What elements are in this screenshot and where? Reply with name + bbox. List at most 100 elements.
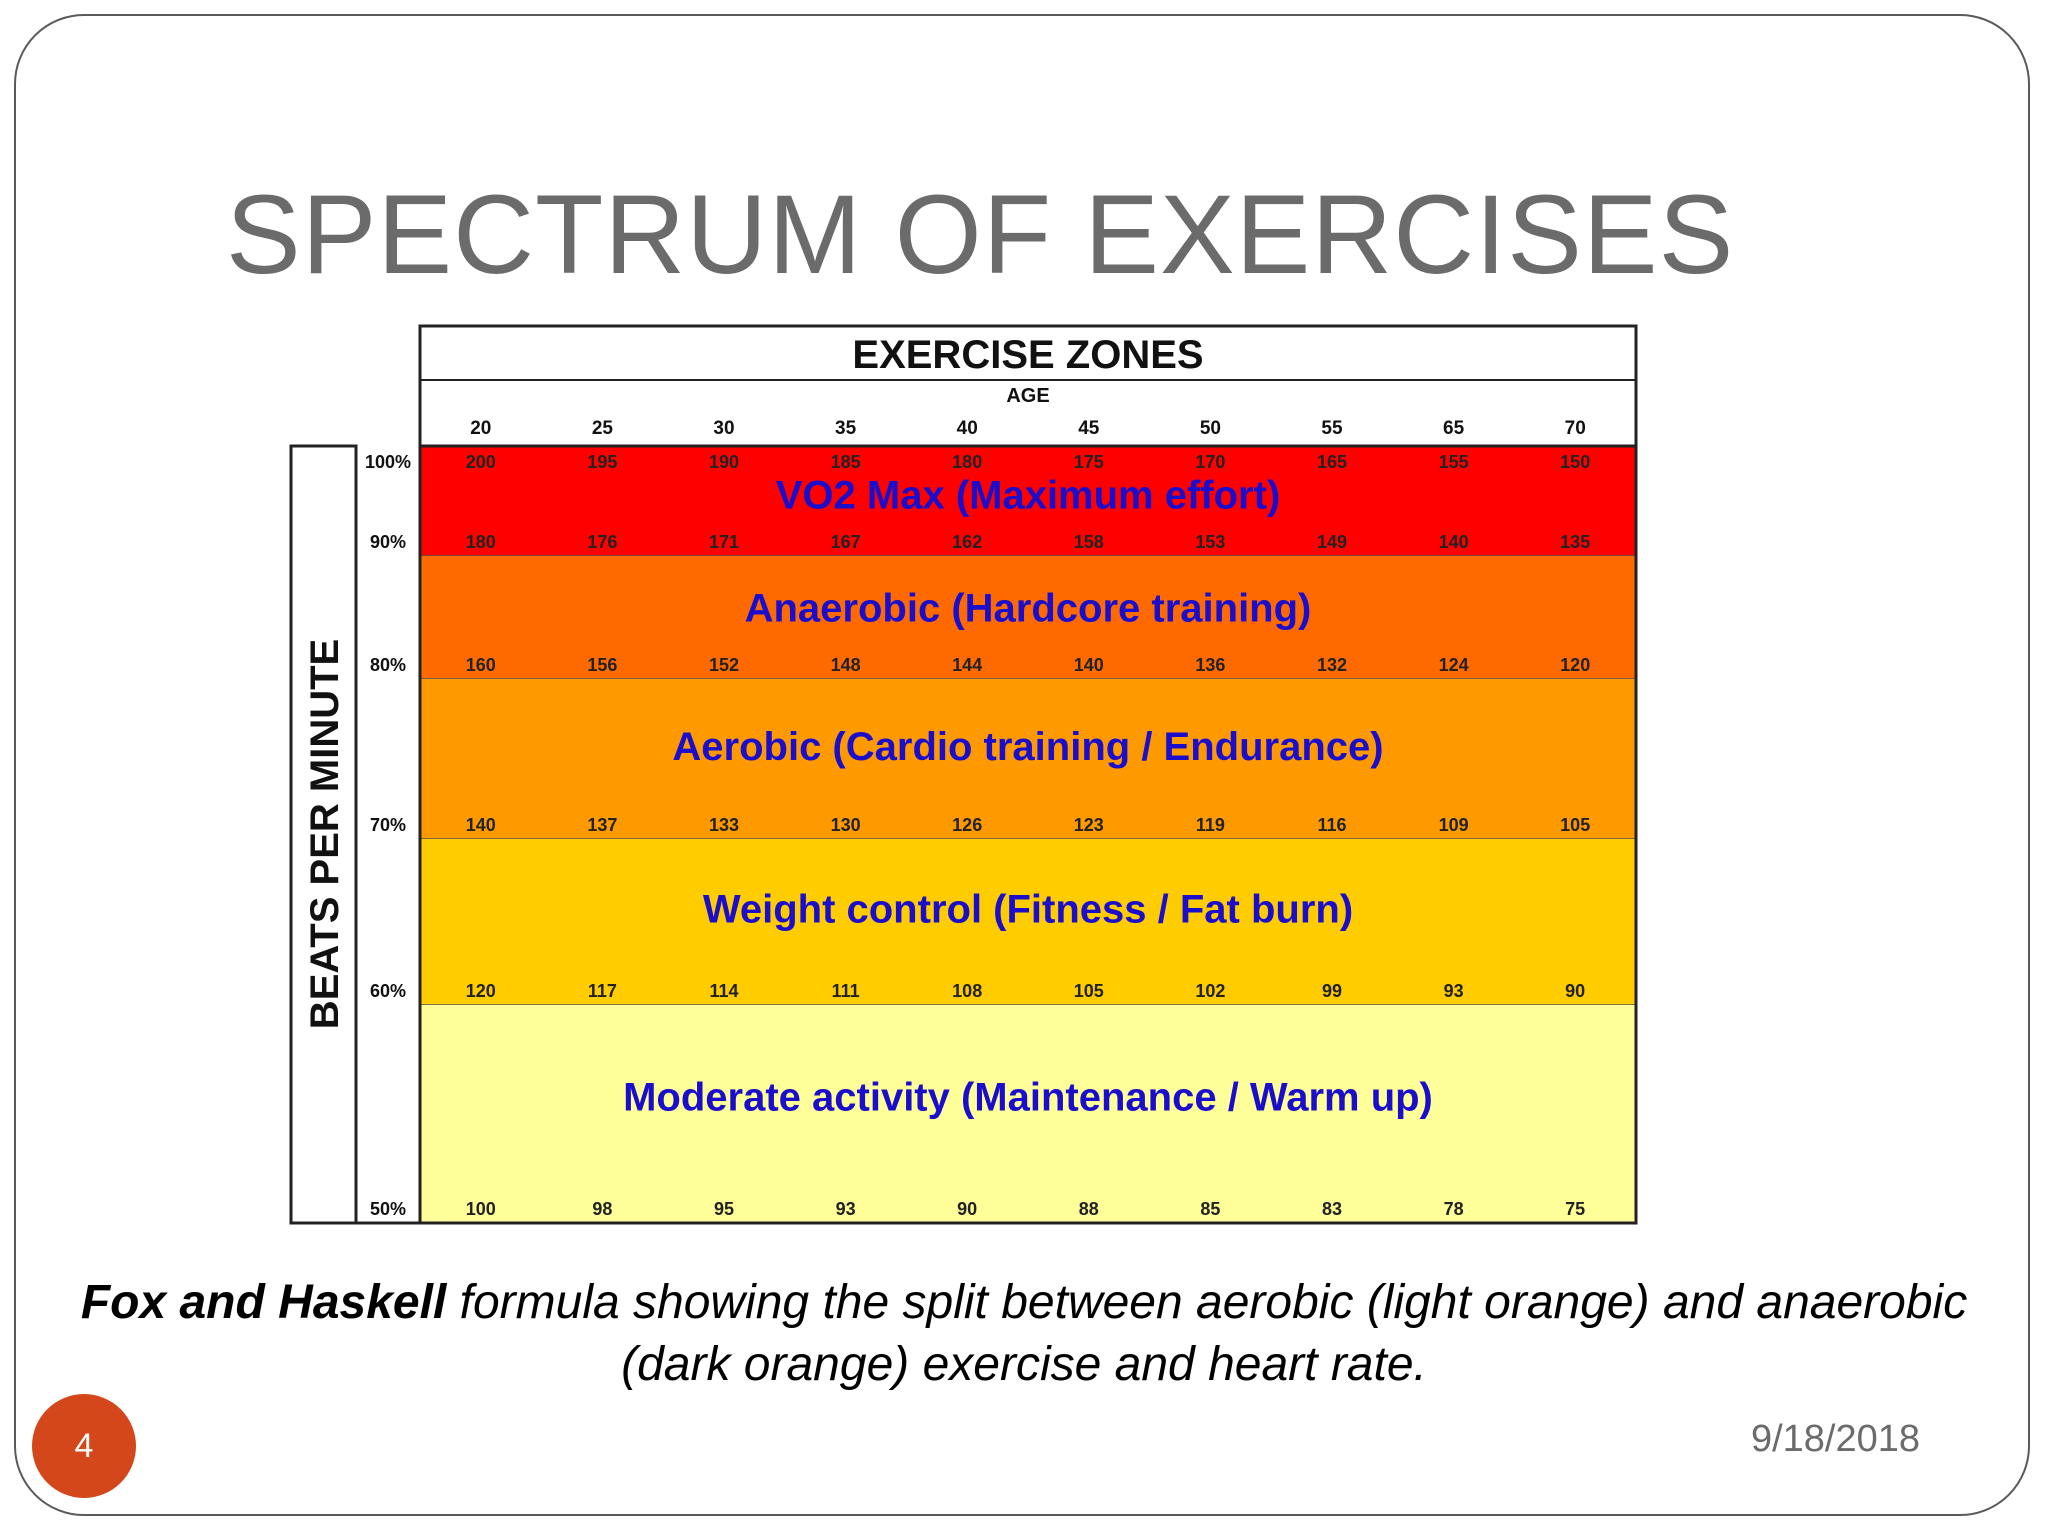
bpm-value: 95 <box>714 1199 734 1219</box>
bpm-value: 133 <box>709 815 739 835</box>
bpm-value: 190 <box>709 452 739 472</box>
bpm-value: 83 <box>1322 1199 1342 1219</box>
slide-number: 4 <box>74 1426 94 1465</box>
percent-tick-label: 60% <box>370 981 406 1001</box>
bpm-value: 180 <box>952 452 982 472</box>
zone-band <box>420 679 1636 839</box>
age-tick-label: 20 <box>470 418 491 439</box>
bpm-value: 123 <box>1074 815 1104 835</box>
bpm-value: 195 <box>587 452 617 472</box>
bpm-value: 135 <box>1560 532 1590 552</box>
bpm-value: 108 <box>952 981 982 1001</box>
zone-label: Aerobic (Cardio training / Endurance) <box>672 725 1383 769</box>
bpm-value: 78 <box>1444 1199 1464 1219</box>
bpm-value: 148 <box>831 655 861 675</box>
zone-band <box>420 446 1636 556</box>
percent-tick-label: 100% <box>365 452 411 472</box>
bpm-value: 114 <box>709 981 738 1001</box>
bpm-value: 140 <box>1439 532 1469 552</box>
zone-band <box>420 556 1636 679</box>
zone-label: Anaerobic (Hardcore training) <box>745 587 1312 631</box>
bpm-value: 175 <box>1074 452 1104 472</box>
bpm-value: 111 <box>832 981 860 1001</box>
x-axis-label: AGE <box>1006 385 1049 407</box>
bpm-value: 158 <box>1074 532 1104 552</box>
bpm-value: 105 <box>1074 981 1104 1001</box>
percent-tick-label: 90% <box>370 532 406 552</box>
bpm-value: 162 <box>952 532 982 552</box>
percent-tick-label: 80% <box>370 655 406 675</box>
bpm-value: 93 <box>836 1199 856 1219</box>
age-tick-label: 35 <box>835 418 857 439</box>
bpm-value: 136 <box>1195 655 1225 675</box>
bpm-value: 120 <box>466 981 496 1001</box>
bpm-value: 126 <box>952 815 982 835</box>
zone-label: VO2 Max (Maximum effort) <box>776 473 1281 517</box>
percent-tick-label: 70% <box>370 815 406 835</box>
zone-label: Weight control (Fitness / Fat burn) <box>703 888 1353 932</box>
title-box <box>418 324 1638 448</box>
bpm-value: 90 <box>957 1199 977 1219</box>
bpm-value: 132 <box>1317 655 1347 675</box>
bpm-value: 105 <box>1560 815 1590 835</box>
age-tick-label: 25 <box>592 418 614 439</box>
bpm-value: 176 <box>587 532 617 552</box>
age-tick-label: 65 <box>1443 418 1465 439</box>
age-tick-label: 70 <box>1565 418 1586 439</box>
bpm-value: 165 <box>1317 452 1347 472</box>
bpm-value: 167 <box>831 532 861 552</box>
age-tick-label: 30 <box>713 418 734 439</box>
bpm-value: 137 <box>587 815 617 835</box>
bpm-value: 116 <box>1317 815 1346 835</box>
caption-bold: Fox and Haskell <box>80 1276 447 1329</box>
bpm-value: 160 <box>466 655 496 675</box>
bpm-value: 124 <box>1439 655 1469 675</box>
slide-number-badge: 4 <box>32 1394 136 1498</box>
bpm-value: 152 <box>709 655 739 675</box>
chart-title: EXERCISE ZONES <box>852 333 1203 377</box>
zone-band <box>420 839 1636 1005</box>
bpm-value: 85 <box>1200 1199 1220 1219</box>
percent-tick-label: 50% <box>370 1199 406 1219</box>
bpm-value: 153 <box>1195 532 1225 552</box>
bpm-value: 185 <box>831 452 861 472</box>
chart-border <box>418 444 1638 1225</box>
ylabel-box <box>289 444 358 1225</box>
bpm-value: 200 <box>466 452 496 472</box>
bpm-value: 140 <box>1074 655 1104 675</box>
bpm-value: 171 <box>709 532 739 552</box>
bpm-value: 93 <box>1444 981 1464 1001</box>
caption: Fox and Haskell formula showing the spli… <box>40 1272 2008 1396</box>
y-axis-label: BEATS PER MINUTE <box>303 639 347 1029</box>
bpm-value: 75 <box>1565 1199 1585 1219</box>
slide-title: SPECTRUM OF EXERCISES <box>226 172 1735 297</box>
bpm-value: 102 <box>1195 981 1225 1001</box>
caption-text: formula showing the split between aerobi… <box>446 1276 1968 1391</box>
age-tick-label: 45 <box>1078 418 1100 439</box>
bpm-value: 155 <box>1439 452 1469 472</box>
zone-band <box>420 1005 1636 1223</box>
bpm-value: 130 <box>831 815 861 835</box>
bpm-value: 100 <box>466 1199 496 1219</box>
bpm-value: 149 <box>1317 532 1347 552</box>
age-tick-label: 50 <box>1200 418 1221 439</box>
bpm-value: 180 <box>466 532 496 552</box>
zone-label: Moderate activity (Maintenance / Warm up… <box>623 1076 1433 1120</box>
bpm-value: 150 <box>1560 452 1590 472</box>
bpm-value: 144 <box>952 655 982 675</box>
age-tick-label: 40 <box>957 418 978 439</box>
bpm-value: 156 <box>587 655 617 675</box>
bpm-value: 119 <box>1196 815 1225 835</box>
slide-date: 9/18/2018 <box>1750 1418 1920 1460</box>
age-tick-label: 55 <box>1321 418 1343 439</box>
bpm-value: 88 <box>1079 1199 1099 1219</box>
bpm-value: 170 <box>1195 452 1225 472</box>
bpm-value: 140 <box>466 815 496 835</box>
bpm-value: 99 <box>1322 981 1342 1001</box>
bpm-value: 120 <box>1560 655 1590 675</box>
bpm-value: 117 <box>588 981 617 1001</box>
bpm-value: 98 <box>592 1199 612 1219</box>
bpm-value: 90 <box>1565 981 1585 1001</box>
bpm-value: 109 <box>1439 815 1469 835</box>
